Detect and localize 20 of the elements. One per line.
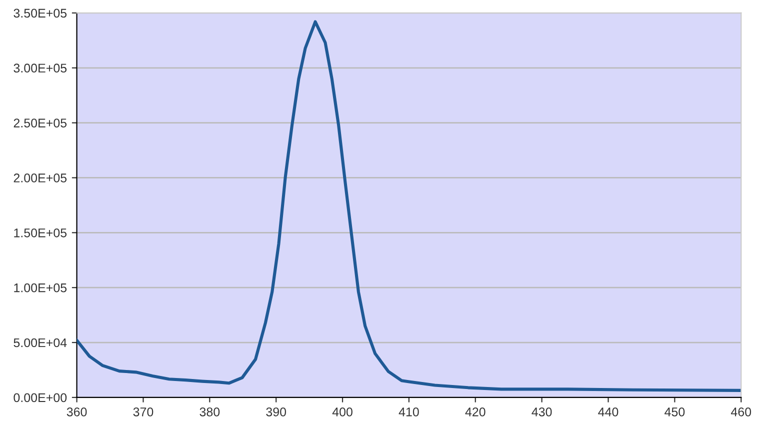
x-tick-label: 380 bbox=[200, 407, 220, 416]
y-tick-label: 1.00E+05 bbox=[14, 283, 67, 292]
x-tick-label: 430 bbox=[532, 407, 552, 416]
x-tick-label: 370 bbox=[133, 407, 154, 416]
y-tick-label: 5.00E+04 bbox=[14, 338, 67, 348]
y-tick-label: 2.50E+05 bbox=[14, 118, 67, 128]
y-tick-label: 0.00E+00 bbox=[14, 393, 67, 402]
x-tick-label: 440 bbox=[598, 407, 618, 416]
y-tick-label: 3.00E+05 bbox=[14, 64, 67, 73]
x-tick-label: 360 bbox=[66, 407, 87, 416]
x-tick-label: 420 bbox=[465, 407, 486, 416]
x-tick-label: 460 bbox=[730, 407, 752, 416]
x-tick-label: 390 bbox=[266, 407, 286, 416]
x-tick-label: 450 bbox=[664, 407, 685, 416]
line-series bbox=[76, 20, 741, 392]
x-tick-label: 400 bbox=[332, 407, 352, 416]
y-tick-label: 2.00E+05 bbox=[14, 174, 67, 182]
y-tick-label: 3.50E+05 bbox=[14, 8, 67, 18]
y-tick-label: 1.50E+05 bbox=[14, 228, 67, 238]
x-tick-label: 410 bbox=[398, 407, 419, 416]
